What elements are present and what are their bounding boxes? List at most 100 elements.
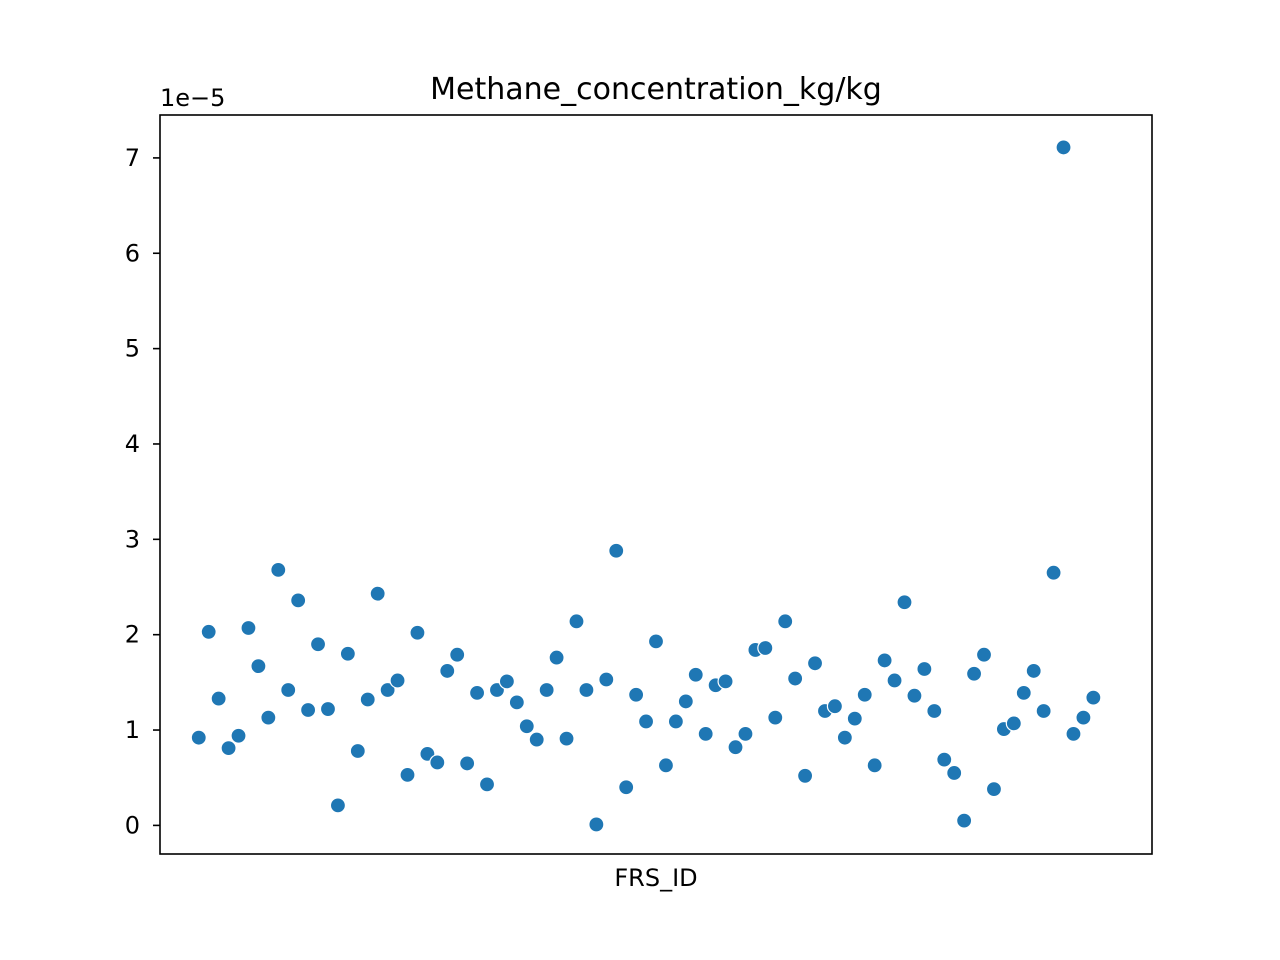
y-axis: 0 1 2 3 4 5 6 7 (125, 144, 160, 839)
data-point (528, 731, 545, 748)
data-point (1045, 564, 1062, 581)
data-point (339, 645, 356, 662)
data-point (240, 619, 257, 637)
data-point (657, 757, 675, 774)
data-point (906, 687, 923, 704)
y-tick-label: 5 (125, 335, 140, 363)
y-axis-offset-label: 1e−5 (160, 84, 225, 112)
data-point (429, 754, 446, 771)
data-point (250, 658, 267, 675)
y-tick-label: 4 (125, 430, 140, 458)
data-point (598, 671, 615, 688)
data-point (379, 681, 396, 699)
data-point (965, 665, 983, 682)
data-point (329, 797, 347, 814)
data-point (796, 767, 814, 784)
data-point (459, 755, 476, 772)
data-point (200, 623, 217, 640)
data-point (677, 693, 694, 710)
y-tick-label: 2 (125, 621, 140, 649)
data-point (548, 649, 565, 666)
data-point (270, 561, 287, 578)
data-points (190, 139, 1102, 833)
data-point (449, 646, 466, 663)
data-point (210, 690, 227, 707)
data-point (618, 779, 635, 796)
chart-title: Methane_concentration_kg/kg (430, 72, 882, 107)
data-point (588, 816, 605, 833)
data-point (806, 655, 824, 672)
y-tick-label: 1 (125, 716, 140, 744)
data-point (956, 812, 973, 829)
data-point (787, 670, 804, 687)
data-point (478, 776, 496, 793)
data-point (777, 613, 794, 630)
data-point (369, 585, 386, 602)
data-point (876, 652, 893, 669)
y-tick-label: 6 (125, 239, 140, 267)
data-point (727, 739, 744, 756)
data-point (290, 592, 307, 609)
data-point (946, 764, 963, 782)
data-point (568, 613, 585, 630)
data-point (647, 633, 665, 650)
data-point (260, 709, 277, 726)
data-point (826, 698, 844, 715)
data-point (319, 700, 337, 718)
data-point (1015, 684, 1032, 701)
data-point (866, 757, 883, 774)
x-axis-label: FRS_ID (614, 864, 697, 892)
data-point (558, 730, 575, 747)
y-tick-label: 3 (125, 525, 140, 553)
data-point (1085, 689, 1102, 706)
data-point (1025, 662, 1042, 680)
data-point (637, 713, 655, 730)
data-point (508, 694, 525, 711)
data-point (389, 672, 406, 689)
data-point (359, 691, 376, 708)
data-point (936, 751, 953, 768)
data-point (349, 742, 366, 760)
data-point (1035, 702, 1052, 720)
data-point (697, 725, 714, 742)
data-point (608, 542, 625, 559)
data-point (409, 624, 426, 641)
data-point (1055, 139, 1072, 156)
data-point (280, 681, 297, 699)
data-point (687, 666, 704, 683)
y-tick-label: 7 (125, 144, 140, 172)
data-point (926, 702, 943, 720)
data-point (975, 646, 993, 663)
data-point (896, 594, 913, 611)
y-tick-label: 0 (125, 811, 140, 839)
data-point (985, 781, 1003, 798)
data-point (916, 660, 933, 678)
data-point (1005, 715, 1022, 732)
data-point (667, 713, 684, 730)
data-point (737, 725, 754, 742)
data-point (856, 686, 873, 703)
data-point (628, 686, 645, 703)
data-point (230, 727, 247, 744)
data-point (190, 729, 207, 746)
data-point (498, 673, 516, 690)
data-point (220, 740, 237, 757)
data-point (399, 766, 416, 783)
data-point (439, 662, 456, 680)
data-point (1075, 709, 1092, 726)
data-point (578, 681, 595, 699)
data-point (836, 729, 853, 746)
data-point (309, 636, 327, 653)
data-point (846, 710, 863, 727)
plot-area-frame (159, 114, 1153, 855)
data-point (757, 639, 774, 657)
data-point (300, 701, 317, 719)
data-point (767, 709, 784, 726)
data-point (886, 672, 903, 689)
data-point (518, 718, 535, 735)
data-point (1065, 725, 1082, 742)
data-point (717, 673, 734, 690)
data-point (538, 681, 555, 699)
